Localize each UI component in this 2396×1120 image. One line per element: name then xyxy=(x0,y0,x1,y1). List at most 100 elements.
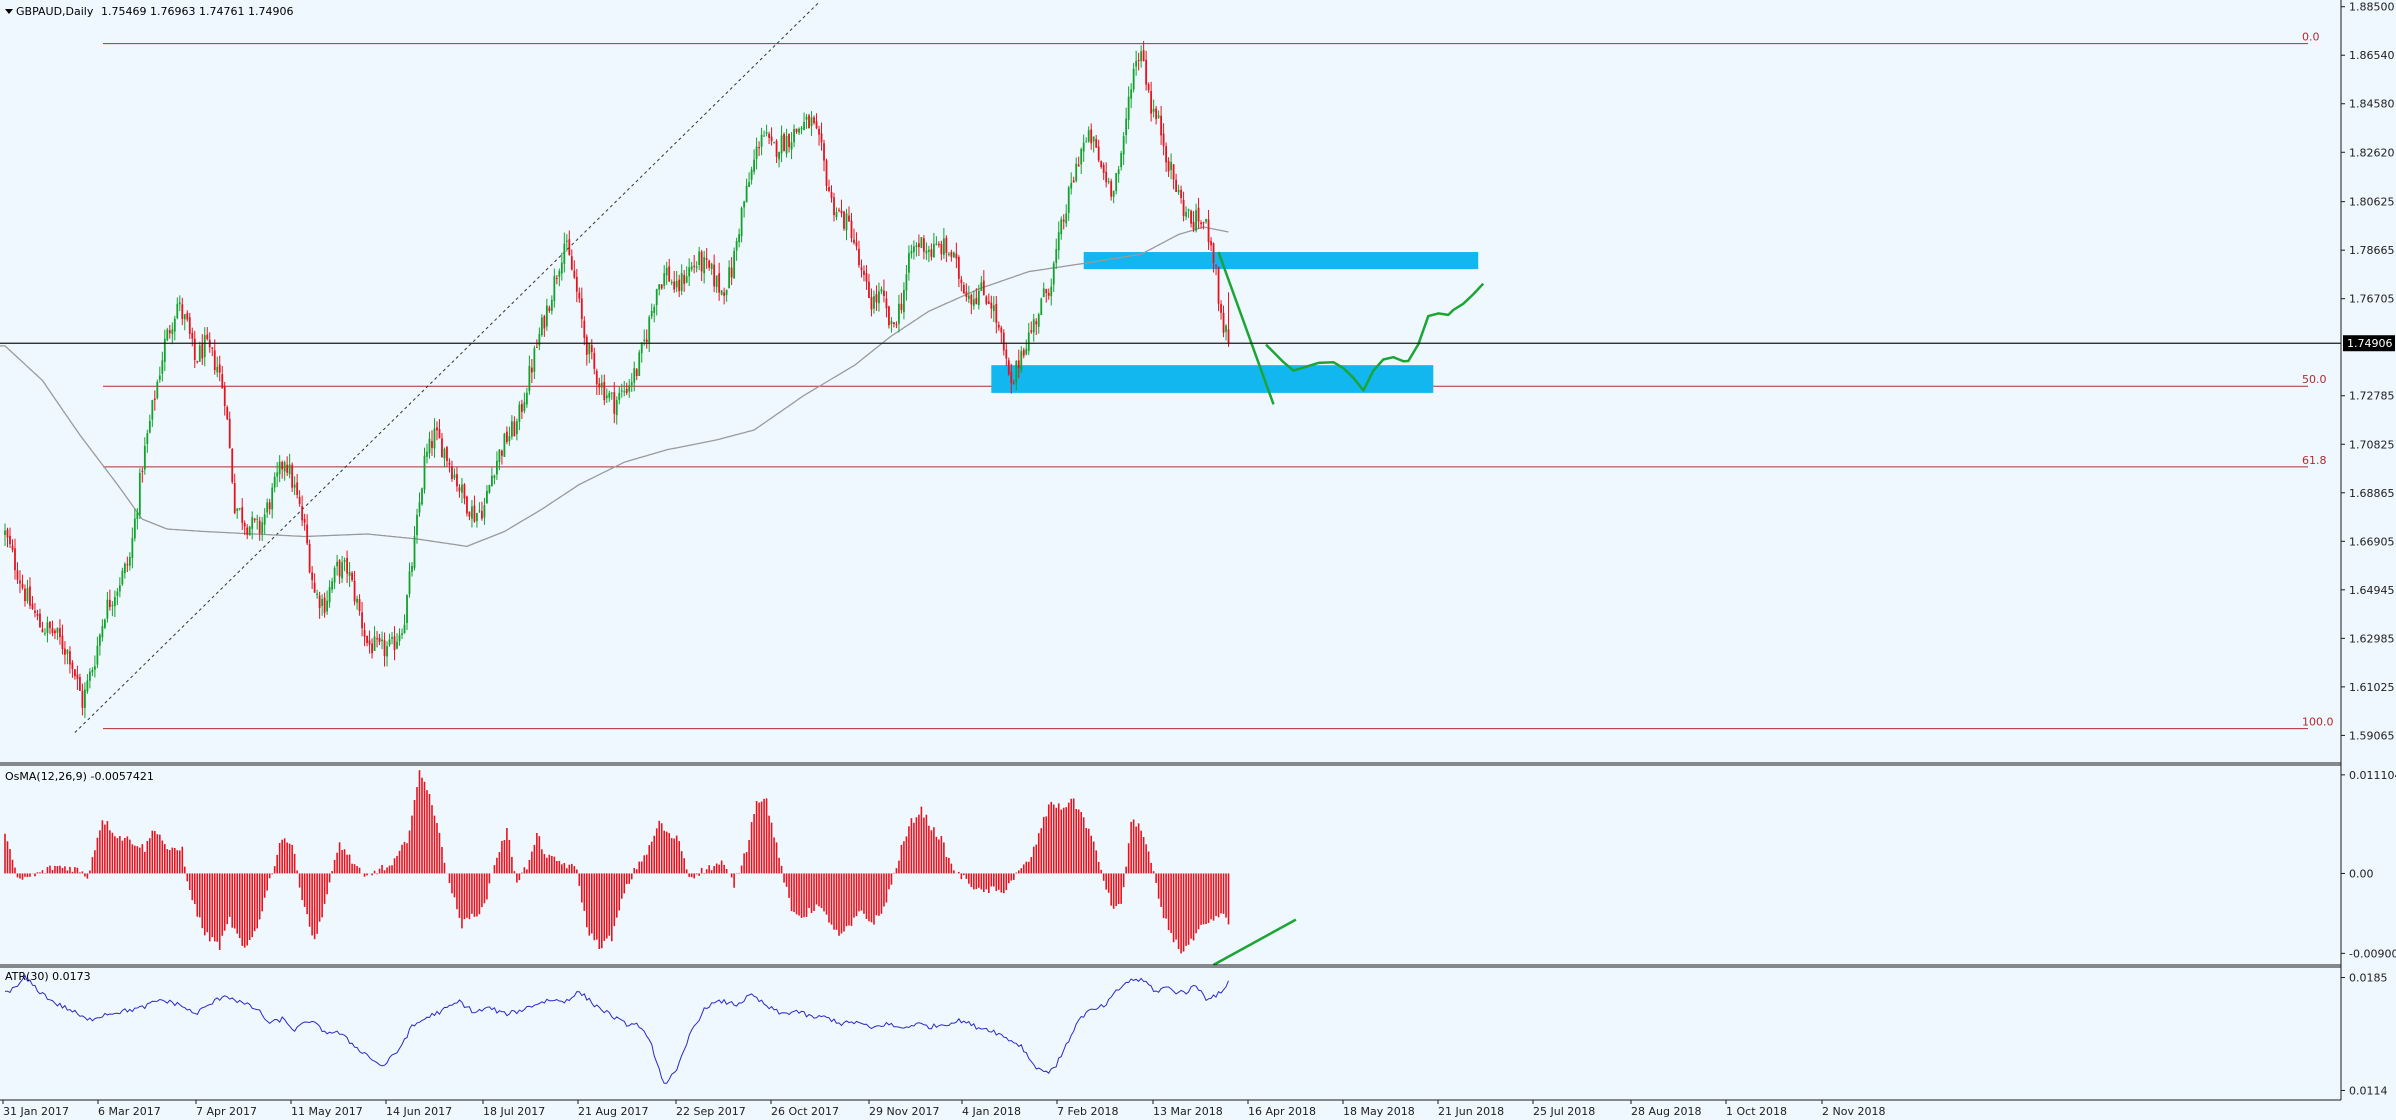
candle-body xyxy=(44,632,46,634)
candle xyxy=(1090,123,1093,150)
candle-body xyxy=(353,580,356,602)
candle-body xyxy=(708,260,711,268)
candle xyxy=(268,498,271,515)
candle xyxy=(46,616,49,643)
support-resistance-zones xyxy=(991,252,1479,393)
candle xyxy=(1150,81,1153,122)
candle xyxy=(371,638,373,659)
candle-body xyxy=(613,392,616,414)
candle-body xyxy=(898,303,900,324)
candle-body xyxy=(763,135,765,137)
candle xyxy=(960,275,963,292)
candle xyxy=(1120,150,1123,171)
candle xyxy=(1177,184,1180,195)
candle-body xyxy=(176,303,179,318)
candle-body xyxy=(1172,164,1175,180)
candle xyxy=(286,456,289,477)
candle xyxy=(188,312,191,340)
candle xyxy=(683,270,686,292)
candle xyxy=(251,511,254,540)
candle-body xyxy=(695,266,698,268)
candle-body xyxy=(573,270,576,278)
candle xyxy=(590,339,593,360)
candle-body xyxy=(206,334,209,340)
candle-body xyxy=(416,514,418,536)
candle xyxy=(346,550,348,583)
candle xyxy=(913,240,915,260)
candle-body xyxy=(588,343,591,355)
candle xyxy=(715,275,718,293)
candle xyxy=(461,477,463,504)
time-tick-label: 14 Jun 2017 xyxy=(386,1105,452,1118)
candle-body xyxy=(151,400,154,420)
candle xyxy=(930,243,933,261)
candle xyxy=(1202,221,1205,230)
candle xyxy=(1077,156,1080,167)
candle xyxy=(56,627,59,640)
candle-body xyxy=(830,191,833,198)
candle-body xyxy=(962,284,965,294)
candle xyxy=(825,158,828,192)
candle-body xyxy=(932,243,935,258)
candle xyxy=(1220,300,1222,320)
candle xyxy=(1082,134,1085,162)
candle xyxy=(216,356,219,378)
candle xyxy=(6,527,9,548)
dropdown-triangle-icon[interactable] xyxy=(5,9,13,14)
candle-body xyxy=(977,290,980,306)
candle-body xyxy=(216,366,219,373)
candle xyxy=(985,295,988,306)
candle xyxy=(148,414,151,434)
candle-body xyxy=(366,635,368,643)
candle xyxy=(391,632,393,645)
candle xyxy=(1162,123,1165,156)
candle-body xyxy=(1017,360,1020,368)
candle-body xyxy=(840,210,843,214)
candle xyxy=(436,421,438,441)
candle xyxy=(863,265,865,282)
candle xyxy=(356,595,358,610)
candle xyxy=(51,620,54,637)
candle-body xyxy=(982,280,985,295)
candle-body xyxy=(985,296,988,304)
candle-body xyxy=(1095,139,1098,148)
candle xyxy=(640,342,643,363)
candle-body xyxy=(655,289,658,306)
candle xyxy=(1097,139,1100,163)
time-tick-label: 21 Jun 2018 xyxy=(1438,1105,1504,1118)
candle-body xyxy=(1210,240,1212,246)
candle-body xyxy=(461,484,463,493)
candle xyxy=(226,405,229,421)
candle xyxy=(745,178,748,203)
candle-body xyxy=(106,599,109,619)
candle xyxy=(663,265,666,290)
candle xyxy=(1205,218,1207,224)
candle xyxy=(990,295,993,319)
candle-body xyxy=(491,475,493,487)
candle-body xyxy=(957,256,960,279)
time-tick-label: 29 Nov 2017 xyxy=(869,1105,939,1118)
candle-body xyxy=(528,365,531,392)
candle-body xyxy=(865,272,868,282)
candle-body xyxy=(71,662,74,669)
candle-body xyxy=(548,307,551,311)
candle-body xyxy=(1040,298,1043,316)
candle xyxy=(583,316,586,346)
candle xyxy=(301,495,304,527)
candle-body xyxy=(788,133,790,148)
candle xyxy=(376,630,378,648)
candle xyxy=(895,321,898,329)
candle-body xyxy=(188,317,191,334)
candle-body xyxy=(843,211,845,229)
candle-body xyxy=(990,302,993,309)
candle xyxy=(720,289,723,296)
time-tick-label: 18 Jul 2017 xyxy=(483,1105,545,1118)
price-tick-label: 1.84580 xyxy=(2349,98,2395,111)
candle xyxy=(171,322,174,345)
time-axis: 31 Jan 2017 6 Mar 2017 7 Apr 2017 11 May 20… xyxy=(2,1100,1885,1118)
candle xyxy=(1165,142,1168,172)
candle-body xyxy=(403,624,406,634)
candle-body xyxy=(693,265,696,267)
candle-body xyxy=(371,643,373,654)
